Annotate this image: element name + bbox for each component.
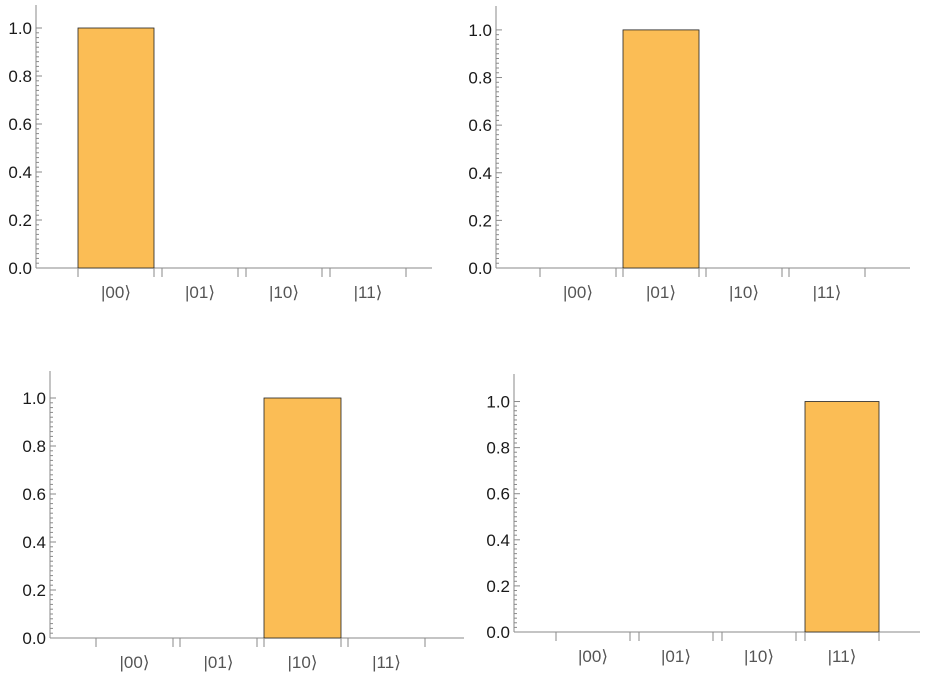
- y-tick-label: 0.8: [486, 439, 510, 458]
- y-tick-label: 0.0: [22, 629, 46, 648]
- x-category-label: |00⟩: [563, 283, 593, 302]
- y-tick-label: 0.0: [8, 259, 32, 278]
- y-tick-label: 0.4: [22, 533, 46, 552]
- y-tick-label: 0.8: [468, 69, 492, 88]
- chart-panel-1: 0.0 0.2 0.4 0.6 0.8 1.0 |00⟩ |01⟩ |10⟩ |11⟩: [0, 0, 464, 341]
- bar-1: [77, 27, 155, 269]
- y-tick-label: 0.6: [8, 115, 32, 134]
- y-tick-label: 0.6: [486, 485, 510, 504]
- x-category-label: |11⟩: [813, 283, 842, 302]
- bar-3: [263, 397, 342, 639]
- bar-4: [804, 401, 880, 633]
- y-tick-label: 1.0: [486, 393, 510, 412]
- bar-2: [622, 29, 700, 269]
- y-tick-label: 0.4: [486, 531, 510, 550]
- y-tick-label: 0.0: [486, 623, 510, 642]
- chart-svg-1: 0.0 0.2 0.4 0.6 0.8 1.0 |00⟩ |01⟩ |10⟩ |11⟩: [8, 5, 432, 302]
- y-tick-label: 0.8: [22, 437, 46, 456]
- chart-svg-4: 0.0 0.2 0.4 0.6 0.8 1.0 |00⟩ |01⟩ |10⟩ |11⟩: [486, 374, 920, 666]
- x-category-label: |00⟩: [578, 647, 608, 666]
- y-tick-label: 0.2: [22, 581, 46, 600]
- chart-svg-3: 0.0 0.2 0.4 0.6 0.8 1.0 |00⟩ |01⟩ |10⟩ |11⟩: [22, 371, 464, 672]
- x-category-label: |11⟩: [354, 283, 383, 302]
- x-category-label: |10⟩: [269, 283, 299, 302]
- chart-panel-2: 0.0 0.2 0.4 0.6 0.8 1.0 |00⟩ |01⟩ |10⟩ |11⟩: [464, 0, 928, 341]
- y-tick-label: 0.8: [8, 67, 32, 86]
- y-tick-label: 0.2: [468, 211, 492, 230]
- x-category-label: |10⟩: [744, 647, 774, 666]
- chart-panel-3: 0.0 0.2 0.4 0.6 0.8 1.0 |00⟩ |01⟩ |10⟩ |11⟩: [0, 341, 464, 682]
- x-category-label: |01⟩: [204, 653, 234, 672]
- y-tick-label: 0.0: [468, 259, 492, 278]
- x-category-label: |10⟩: [729, 283, 759, 302]
- x-category-label: |01⟩: [646, 283, 676, 302]
- x-category-label: |01⟩: [661, 647, 691, 666]
- y-tick-label: 1.0: [22, 389, 46, 408]
- y-tick-label: 0.2: [486, 577, 510, 596]
- x-category-label: |11⟩: [372, 653, 401, 672]
- y-tick-label: 1.0: [8, 19, 32, 38]
- x-category-label: |10⟩: [288, 653, 318, 672]
- x-category-label: |00⟩: [101, 283, 131, 302]
- y-tick-label: 0.6: [22, 485, 46, 504]
- y-tick-label: 0.6: [468, 116, 492, 135]
- x-category-label: |01⟩: [185, 283, 215, 302]
- chart-svg-2: 0.0 0.2 0.4 0.6 0.8 1.0 |00⟩ |01⟩ |10⟩ |11⟩: [468, 6, 910, 302]
- chart-panel-4: 0.0 0.2 0.4 0.6 0.8 1.0 |00⟩ |01⟩ |10⟩ |11⟩: [464, 341, 928, 682]
- y-tick-label: 0.4: [8, 163, 32, 182]
- x-category-label: |00⟩: [120, 653, 150, 672]
- x-category-label: |11⟩: [828, 647, 857, 666]
- y-tick-label: 0.2: [8, 211, 32, 230]
- y-tick-label: 0.4: [468, 164, 492, 183]
- y-tick-label: 1.0: [468, 21, 492, 40]
